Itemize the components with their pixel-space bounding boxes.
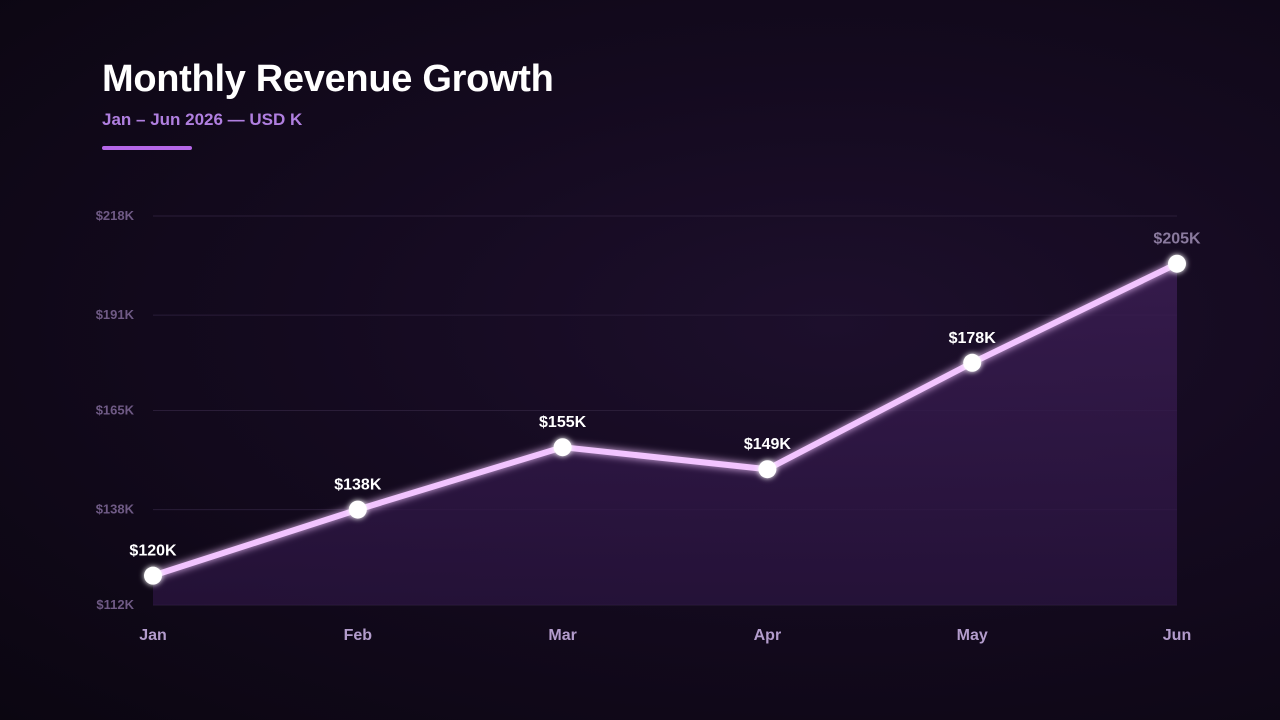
y-tick-label: $112K: [96, 597, 134, 612]
area-layer: [153, 263, 1177, 605]
data-label: $205K: [1153, 231, 1201, 248]
data-label: $178K: [949, 330, 997, 347]
y-tick-label: $218K: [96, 208, 135, 223]
data-point: [758, 460, 777, 479]
label-layer: $120K $138K $155K $149K $178K $205K Jan Feb Mar A…: [129, 231, 1201, 644]
x-tick-label: Mar: [548, 627, 576, 644]
data-label: $120K: [129, 543, 177, 560]
x-tick-label: May: [957, 627, 988, 644]
x-tick-label: Jun: [1163, 627, 1191, 644]
point-layer: [144, 254, 1186, 585]
series-line: [150, 260, 1180, 579]
data-label: $149K: [744, 436, 792, 453]
data-point: [553, 438, 572, 457]
y-tick-label: $138K: [96, 502, 135, 517]
data-point: [144, 566, 162, 585]
y-tick-label: $165K: [96, 403, 135, 418]
line-layer: [150, 260, 1180, 579]
data-point: [963, 353, 982, 372]
x-tick-label: Jan: [139, 627, 167, 644]
chart-title: Monthly Revenue Growth: [102, 58, 554, 100]
chart-subtitle: Jan – Jun 2026 — USD K: [102, 110, 303, 129]
x-tick-label: Apr: [754, 627, 782, 644]
x-tick-label: Feb: [344, 627, 373, 644]
data-point: [1168, 254, 1186, 273]
title-accent-bar: [102, 146, 192, 150]
data-label: $138K: [334, 477, 382, 494]
area-fill: [153, 263, 1177, 605]
data-point: [348, 500, 367, 519]
y-tick-label: $191K: [96, 307, 135, 322]
data-label: $155K: [539, 414, 587, 431]
